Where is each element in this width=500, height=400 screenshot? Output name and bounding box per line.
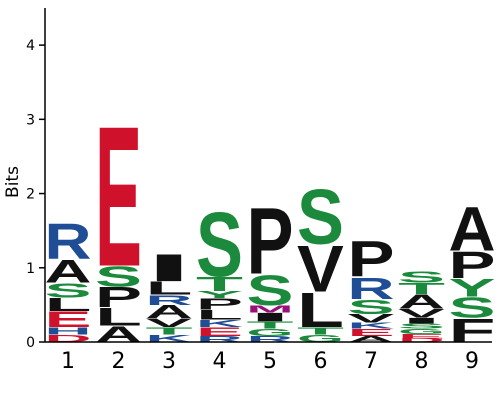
logo-letter: G [398, 328, 445, 336]
logo-letter: L [95, 303, 142, 331]
logo-letter: A [449, 194, 496, 265]
logo-letter: T [146, 325, 193, 336]
logo-letter: T [398, 280, 445, 297]
logo-letter: K [196, 318, 244, 329]
logo-letter: I [247, 310, 294, 324]
logo-letter: A [348, 335, 395, 344]
y-axis: 0 1 2 3 4 [26, 8, 46, 351]
logo-letter: E [95, 84, 142, 308]
logo-letter: I [398, 316, 445, 325]
logo-letter: E [196, 325, 243, 339]
logo-letter: G [247, 327, 294, 338]
x-axis: 1 2 3 4 5 6 7 8 9 [45, 341, 492, 374]
logo-letter: E [348, 327, 395, 339]
y-tick-label: 1 [26, 261, 35, 277]
logo-letter: S [44, 279, 91, 302]
logo-letter: P [196, 296, 243, 313]
logo-letter: T [297, 325, 344, 336]
logo-letter: G [297, 333, 344, 344]
logo-letter: V [297, 232, 344, 306]
x-tick-label: 9 [465, 349, 479, 374]
logo-letter: D [398, 337, 445, 343]
logo-letter: P [348, 231, 395, 288]
logo-letter: S [297, 173, 344, 260]
logo-letter: K [348, 321, 396, 330]
logo-letter: T [196, 272, 243, 295]
logo-letter: R [44, 214, 91, 271]
logo-letter: S [347, 295, 394, 318]
letter-stacks: DHELSARALPSEKTVARLIREKLPYTSRGTIMSPGTLVSA… [44, 84, 495, 349]
logo-letter: H [44, 325, 91, 336]
y-tick-label: 4 [26, 38, 35, 54]
logo-letter: Y [196, 289, 243, 301]
x-tick-label: 1 [61, 349, 75, 374]
logo-letter: S [247, 267, 294, 315]
x-tick-label: 3 [162, 349, 176, 374]
logo-letter: L [196, 307, 243, 323]
logo-letter: P [246, 189, 293, 294]
x-tick-label: 8 [415, 349, 429, 374]
logo-letter: D [44, 333, 91, 344]
logo-letter: S [398, 269, 445, 286]
logo-letter: A [44, 253, 91, 290]
logo-letter: A [145, 302, 192, 322]
logo-letter: M [247, 303, 294, 315]
x-tick-label: 2 [112, 349, 126, 374]
logo-letter: A [95, 322, 142, 347]
logo-letter: V [398, 306, 445, 320]
logo-letter: L [45, 294, 92, 315]
logo-letter: E [44, 307, 91, 332]
y-tick-label: 2 [26, 187, 35, 203]
logo-letter: R [348, 271, 395, 305]
logo-letter: P [95, 282, 142, 314]
logo-letter: I [146, 246, 193, 289]
logo-letter: S [398, 322, 445, 330]
logo-letter: S [196, 194, 243, 296]
logo-letter: T [247, 319, 294, 330]
x-tick-label: 4 [213, 349, 227, 374]
x-tick-label: 5 [263, 349, 277, 374]
logo-letter: E [398, 333, 445, 340]
y-tick-label: 3 [26, 112, 35, 128]
logo-letter: R [247, 335, 294, 344]
x-tick-label: 7 [364, 349, 378, 374]
logo-letter: R [146, 292, 193, 308]
logo-letter: L [297, 283, 344, 338]
logo-letter: F [449, 311, 496, 349]
logo-letter: V [348, 312, 395, 326]
y-tick-label: 0 [26, 335, 35, 351]
logo-letter: P [449, 244, 496, 286]
logo-letter: S [449, 292, 496, 324]
x-tick-label: 6 [314, 349, 328, 374]
logo-letter: R [196, 335, 243, 344]
logo-letter: S [95, 261, 142, 293]
logo-letter: A [398, 290, 445, 313]
logo-letter: L [146, 278, 193, 299]
logo-letter: K [145, 333, 193, 344]
y-axis-label: Bits [3, 166, 23, 198]
logo-letter: V [146, 316, 193, 330]
logo-letter: Y [449, 274, 496, 302]
